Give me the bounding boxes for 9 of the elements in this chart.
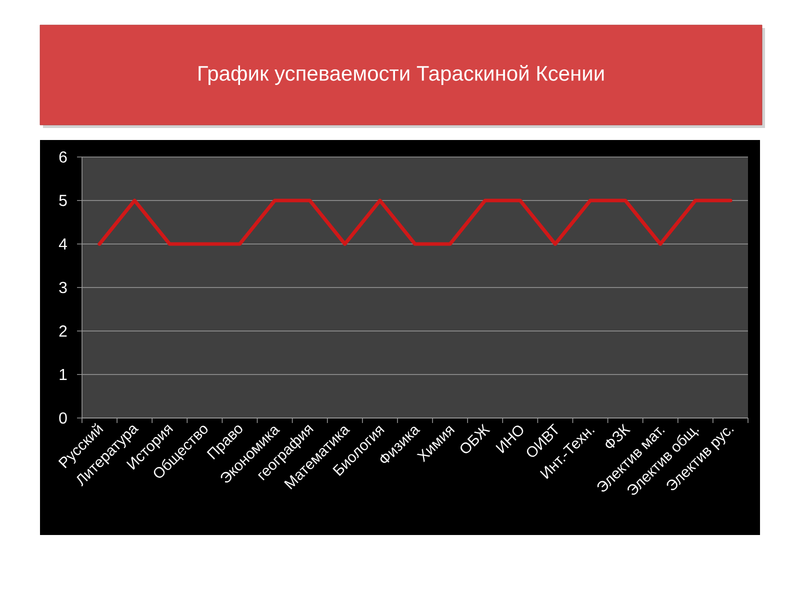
y-tick-label: 3 xyxy=(59,282,67,294)
y-tick-label: 0 xyxy=(59,412,67,424)
x-tick-label: ФЗК xyxy=(606,424,631,448)
y-tick-label: 2 xyxy=(59,325,67,337)
chart-title: График успеваемости Тараскиной Ксении xyxy=(198,65,604,85)
y-tick-label: 1 xyxy=(60,368,67,380)
y-tick-label: 5 xyxy=(59,194,67,206)
y-tick-label: 4 xyxy=(58,238,67,250)
y-tick-label: 6 xyxy=(59,151,67,163)
